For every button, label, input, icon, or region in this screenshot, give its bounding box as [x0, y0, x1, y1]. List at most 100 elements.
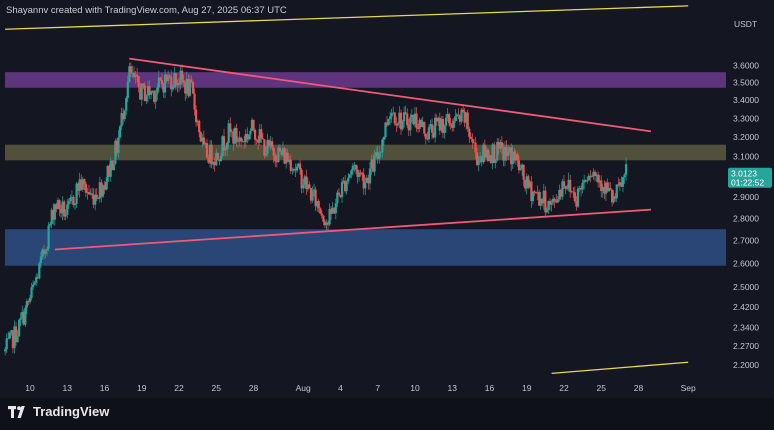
candle-body	[38, 263, 41, 279]
candle-body	[297, 163, 300, 167]
candle-body	[621, 177, 625, 187]
candle-body	[146, 86, 150, 96]
candle-body	[215, 152, 218, 166]
candle-body	[381, 139, 384, 153]
candle-body	[210, 144, 213, 165]
triangle-lower-line[interactable]	[54, 208, 651, 251]
candle-body	[430, 124, 434, 133]
candle-body	[58, 200, 61, 209]
candle-body	[32, 284, 35, 288]
candle-body	[182, 80, 185, 83]
candle-body	[136, 74, 139, 77]
candle-body	[611, 189, 614, 203]
upper-channel-line[interactable]	[5, 5, 689, 30]
price-chart[interactable]: USDT 3.6000 3.5000 3.4000 3.3000 3.2000 3.1000…	[0, 0, 774, 398]
candle-body	[41, 249, 44, 257]
candle-body	[30, 287, 33, 298]
candle-body	[47, 225, 50, 249]
candle-body	[148, 86, 151, 95]
candle-body	[235, 127, 238, 142]
candle-body	[244, 133, 247, 143]
candle-body	[75, 183, 78, 204]
candle-body	[139, 87, 142, 100]
candle-body	[461, 109, 465, 112]
candle-body	[507, 151, 510, 157]
candle-body	[122, 113, 125, 120]
candle-body	[463, 111, 466, 123]
candle-body	[444, 117, 448, 126]
candle-body	[185, 79, 188, 94]
candle-body	[285, 152, 288, 164]
candle-body	[421, 121, 424, 128]
candle-body	[128, 66, 131, 82]
candle-body	[367, 177, 370, 184]
candle-body	[530, 181, 533, 201]
candle-body	[466, 112, 469, 129]
candle-body	[469, 136, 472, 139]
candle-body	[333, 207, 336, 214]
candle-body	[230, 131, 233, 133]
candle-body	[115, 140, 119, 153]
candle-body	[353, 165, 356, 166]
candle-body	[420, 119, 423, 128]
x-tick-label: 22	[174, 383, 184, 393]
candle-body	[255, 139, 258, 141]
candle-body	[278, 147, 282, 151]
candle-body	[317, 201, 320, 209]
candle-body	[222, 136, 226, 151]
candle-body	[89, 193, 92, 195]
candle-body	[45, 248, 49, 251]
candle-body	[578, 187, 581, 189]
candle-body	[90, 193, 94, 195]
mid-zone-olive	[5, 144, 726, 161]
candle-body	[365, 177, 368, 183]
candle-body	[562, 181, 566, 186]
candle-body	[224, 149, 227, 151]
candle-body	[522, 164, 525, 180]
candle-body	[165, 74, 168, 81]
candle-body	[552, 198, 555, 203]
candle-body	[295, 166, 299, 171]
candle-body	[477, 158, 480, 165]
tradingview-logo[interactable]: TradingView	[8, 404, 109, 419]
candle-body	[376, 151, 379, 159]
candle-body	[598, 180, 601, 183]
candle-body	[392, 112, 395, 114]
y-tick-label: 3.1000	[733, 151, 759, 161]
current-price-value: 3.0123	[731, 168, 757, 178]
candle-body	[55, 204, 58, 210]
y-tick-label: 3.3000	[733, 113, 759, 123]
candle-body	[534, 192, 538, 194]
candle-body	[393, 112, 396, 124]
x-tick-label: 28	[634, 383, 644, 393]
tradingview-wordmark: TradingView	[33, 404, 110, 419]
candle-body	[325, 222, 328, 226]
candle-body	[67, 201, 70, 205]
candle-body	[260, 129, 263, 139]
candle-body	[505, 146, 508, 157]
candle-body	[50, 209, 53, 224]
candle-body	[243, 141, 246, 143]
candle-body	[305, 176, 308, 190]
candle-body	[108, 165, 111, 177]
candle-body	[190, 79, 193, 82]
candle-body	[340, 182, 344, 198]
candle-body	[314, 189, 317, 207]
candle-body	[382, 137, 386, 140]
candle-body	[288, 159, 291, 162]
triangle-upper-line[interactable]	[129, 57, 652, 133]
lower-channel-line[interactable]	[551, 361, 689, 375]
candle-body	[395, 123, 398, 126]
candle-body	[581, 182, 584, 190]
candle-body	[129, 66, 132, 74]
candle-body	[264, 153, 268, 156]
candle-body	[13, 326, 16, 349]
candle-body	[306, 184, 309, 190]
candle-body	[494, 160, 497, 163]
x-tick-label: 7	[375, 383, 380, 393]
candle-body	[123, 110, 126, 120]
candle-body	[480, 156, 483, 163]
candle-body	[83, 179, 86, 184]
candle-body	[18, 319, 21, 337]
candle-body	[112, 163, 115, 171]
